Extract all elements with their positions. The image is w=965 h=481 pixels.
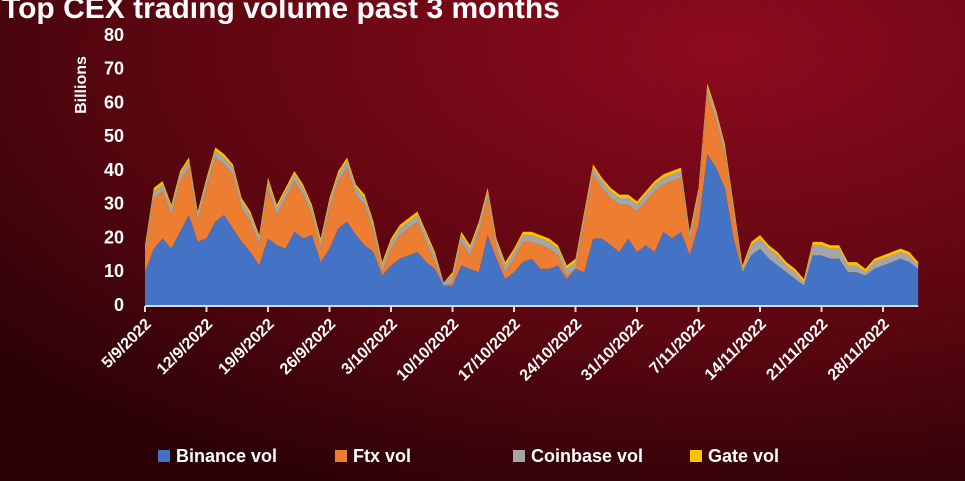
chart-title: Top CEX trading volume past 3 months bbox=[2, 0, 560, 25]
y-tick-label: 60 bbox=[104, 92, 124, 112]
y-axis-label: Billions bbox=[73, 56, 90, 114]
y-tick-label: 20 bbox=[104, 227, 124, 247]
y-tick-label: 50 bbox=[104, 126, 124, 146]
legend-swatch bbox=[158, 450, 170, 462]
legend-label: Ftx vol bbox=[353, 446, 411, 466]
legend-label: Gate vol bbox=[708, 446, 779, 466]
legend-swatch bbox=[335, 450, 347, 462]
legend-swatch bbox=[690, 450, 702, 462]
area bbox=[145, 86, 919, 286]
legend-label: Binance vol bbox=[176, 446, 277, 466]
y-tick-label: 70 bbox=[104, 59, 124, 79]
legend-swatch bbox=[513, 450, 525, 462]
area bbox=[145, 154, 919, 306]
y-tick-label: 0 bbox=[114, 295, 124, 315]
y-tick-label: 80 bbox=[104, 25, 124, 45]
y-tick-label: 40 bbox=[104, 160, 124, 180]
y-tick-label: 30 bbox=[104, 194, 124, 214]
y-tick-label: 10 bbox=[104, 261, 124, 281]
legend-label: Coinbase vol bbox=[531, 446, 643, 466]
area bbox=[145, 93, 919, 286]
